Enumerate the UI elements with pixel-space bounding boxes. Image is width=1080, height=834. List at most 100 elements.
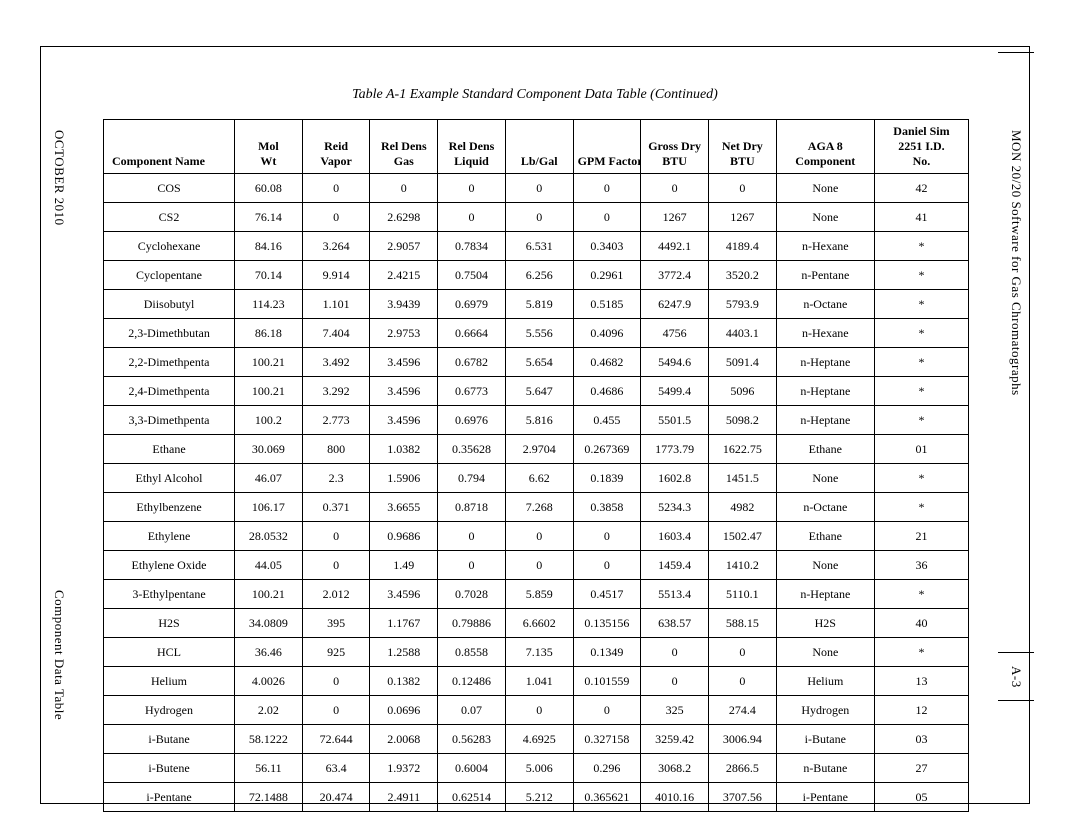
- cell-dsim: *: [874, 261, 968, 290]
- cell-rdl: 0.07: [438, 696, 506, 725]
- table-row: Ethylbenzene106.170.3713.66550.87187.268…: [104, 493, 969, 522]
- cell-rdl: 0.6773: [438, 377, 506, 406]
- table-row: 2,3-Dimethbutan86.187.4042.97530.66645.5…: [104, 319, 969, 348]
- cell-nbtu: 4403.1: [708, 319, 776, 348]
- col-header-dsim: Daniel Sim2251 I.D.No.: [874, 120, 968, 174]
- cell-lbgal: 0: [505, 551, 573, 580]
- cell-gpm: 0.365621: [573, 783, 641, 812]
- table-row: HCL36.469251.25880.85587.1350.134900None…: [104, 638, 969, 667]
- cell-rdg: 1.2588: [370, 638, 438, 667]
- cell-aga: n-Octane: [776, 290, 874, 319]
- table-row: 3-Ethylpentane100.212.0123.45960.70285.8…: [104, 580, 969, 609]
- cell-gbtu: 325: [641, 696, 709, 725]
- cell-gbtu: 0: [641, 174, 709, 203]
- cell-rdl: 0.7028: [438, 580, 506, 609]
- table-row: 3,3-Dimethpenta100.22.7733.45960.69765.8…: [104, 406, 969, 435]
- cell-aga: i-Butane: [776, 725, 874, 754]
- cell-aga: n-Heptane: [776, 580, 874, 609]
- cell-rdg: 2.9057: [370, 232, 438, 261]
- cell-gpm: 0.1839: [573, 464, 641, 493]
- cell-mw: 4.0026: [235, 667, 303, 696]
- cell-reid: 925: [302, 638, 370, 667]
- cell-dsim: 03: [874, 725, 968, 754]
- cell-reid: 9.914: [302, 261, 370, 290]
- cell-mw: 100.21: [235, 377, 303, 406]
- cell-gbtu: 5513.4: [641, 580, 709, 609]
- cell-nbtu: 0: [708, 667, 776, 696]
- cell-lbgal: 6.256: [505, 261, 573, 290]
- cell-lbgal: 5.212: [505, 783, 573, 812]
- cell-aga: n-Octane: [776, 493, 874, 522]
- cell-mw: 84.16: [235, 232, 303, 261]
- cell-mw: 100.2: [235, 406, 303, 435]
- cell-mw: 86.18: [235, 319, 303, 348]
- table-row: Cyclopentane70.149.9142.42150.75046.2560…: [104, 261, 969, 290]
- cell-reid: 2.3: [302, 464, 370, 493]
- table-row: Ethane30.0698001.03820.356282.97040.2673…: [104, 435, 969, 464]
- cell-mw: 76.14: [235, 203, 303, 232]
- right-rule-num-top: [998, 652, 1034, 653]
- table-row: CS276.1402.629800012671267None41: [104, 203, 969, 232]
- col-header-reid: ReidVapor: [302, 120, 370, 174]
- cell-nbtu: 0: [708, 174, 776, 203]
- cell-dsim: *: [874, 580, 968, 609]
- component-data-table: Component NameMolWtReidVaporRel DensGasR…: [103, 119, 969, 812]
- cell-name: Ethylene: [104, 522, 235, 551]
- cell-aga: Ethane: [776, 435, 874, 464]
- left-header-date: OCTOBER 2010: [51, 130, 67, 226]
- cell-rdl: 0.6782: [438, 348, 506, 377]
- cell-nbtu: 3006.94: [708, 725, 776, 754]
- table-row: i-Butene56.1163.41.93720.60045.0060.2963…: [104, 754, 969, 783]
- cell-dsim: *: [874, 319, 968, 348]
- cell-lbgal: 6.62: [505, 464, 573, 493]
- table-row: Diisobutyl114.231.1013.94390.69795.8190.…: [104, 290, 969, 319]
- cell-name: H2S: [104, 609, 235, 638]
- table-row: Ethylene28.053200.96860001603.41502.47Et…: [104, 522, 969, 551]
- cell-lbgal: 5.556: [505, 319, 573, 348]
- cell-name: 3-Ethylpentane: [104, 580, 235, 609]
- cell-rdl: 0.7504: [438, 261, 506, 290]
- cell-lbgal: 0: [505, 522, 573, 551]
- cell-mw: 28.0532: [235, 522, 303, 551]
- cell-nbtu: 5091.4: [708, 348, 776, 377]
- col-header-gbtu: Gross DryBTU: [641, 120, 709, 174]
- table-row: COS60.080000000None42: [104, 174, 969, 203]
- cell-rdl: 0.6976: [438, 406, 506, 435]
- cell-aga: n-Pentane: [776, 261, 874, 290]
- cell-rdg: 2.0068: [370, 725, 438, 754]
- cell-name: Ethyl Alcohol: [104, 464, 235, 493]
- cell-dsim: 27: [874, 754, 968, 783]
- cell-lbgal: 6.531: [505, 232, 573, 261]
- cell-aga: None: [776, 174, 874, 203]
- cell-gbtu: 5499.4: [641, 377, 709, 406]
- cell-reid: 2.773: [302, 406, 370, 435]
- cell-name: Diisobutyl: [104, 290, 235, 319]
- cell-lbgal: 0: [505, 174, 573, 203]
- cell-name: Cyclohexane: [104, 232, 235, 261]
- cell-lbgal: 5.819: [505, 290, 573, 319]
- cell-gbtu: 4756: [641, 319, 709, 348]
- cell-aga: i-Pentane: [776, 783, 874, 812]
- table-row: Hydrogen2.0200.06960.0700325274.4Hydroge…: [104, 696, 969, 725]
- table-row: 2,4-Dimethpenta100.213.2923.45960.67735.…: [104, 377, 969, 406]
- cell-rdl: 0: [438, 174, 506, 203]
- cell-rdl: 0.6004: [438, 754, 506, 783]
- cell-reid: 0: [302, 174, 370, 203]
- cell-gpm: 0: [573, 551, 641, 580]
- table-header-row: Component NameMolWtReidVaporRel DensGasR…: [104, 120, 969, 174]
- cell-rdg: 2.4215: [370, 261, 438, 290]
- cell-lbgal: 5.006: [505, 754, 573, 783]
- cell-gpm: 0.3858: [573, 493, 641, 522]
- cell-dsim: *: [874, 493, 968, 522]
- cell-lbgal: 2.9704: [505, 435, 573, 464]
- cell-name: 2,2-Dimethpenta: [104, 348, 235, 377]
- cell-mw: 56.11: [235, 754, 303, 783]
- cell-rdg: 3.4596: [370, 377, 438, 406]
- cell-reid: 395: [302, 609, 370, 638]
- cell-name: Cyclopentane: [104, 261, 235, 290]
- cell-gpm: 0.135156: [573, 609, 641, 638]
- col-header-lbgal: Lb/Gal: [505, 120, 573, 174]
- cell-nbtu: 2866.5: [708, 754, 776, 783]
- cell-rdl: 0.79886: [438, 609, 506, 638]
- col-header-rdg: Rel DensGas: [370, 120, 438, 174]
